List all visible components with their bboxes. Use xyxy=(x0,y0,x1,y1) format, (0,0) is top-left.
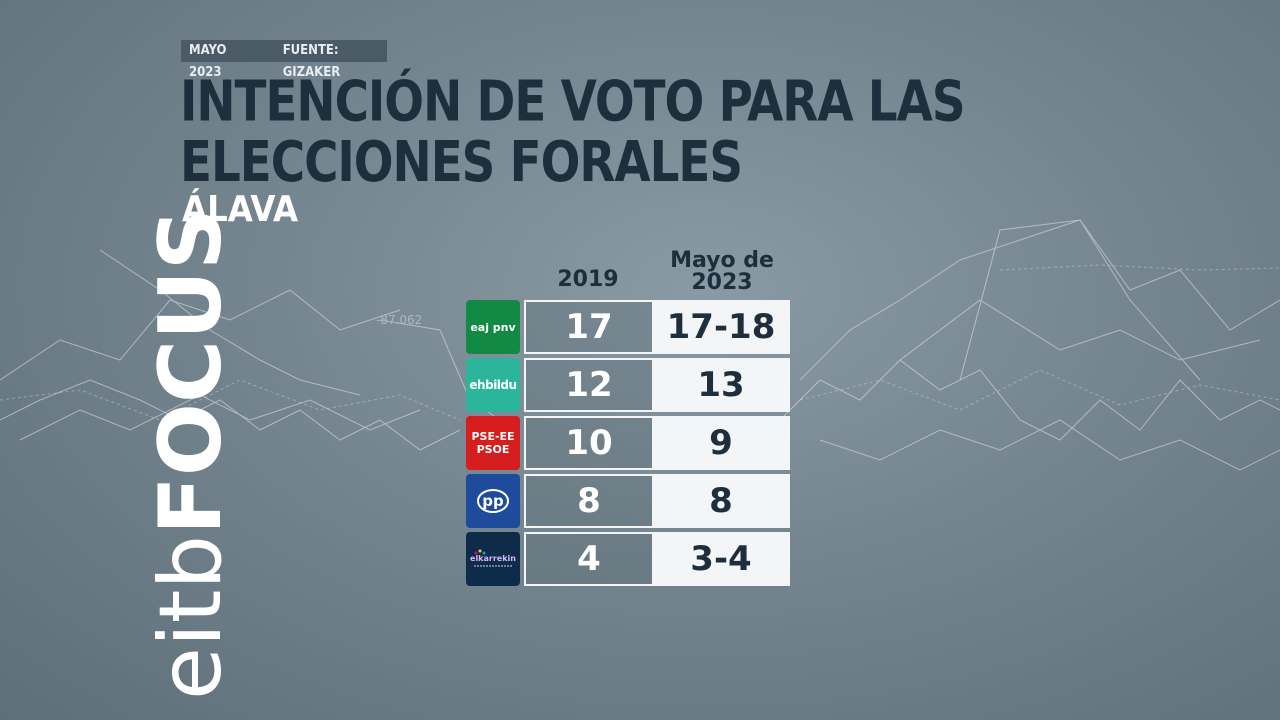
seats-2019-cell: 12 xyxy=(524,358,652,412)
table-row-elkarrekin: elkarrekin 4 3-4 xyxy=(466,532,790,586)
seats-2019-cell: 10 xyxy=(524,416,652,470)
region-subtitle: ÁLAVA xyxy=(182,189,299,230)
seats-2023-cell: 9 xyxy=(652,416,790,470)
pse-ee-psoe-logo-icon: PSE-EE PSOE xyxy=(466,416,520,470)
seats-2019-cell: 8 xyxy=(524,474,652,528)
party-logo-text: eaj pnv xyxy=(470,320,516,334)
seats-2023-cell: 17-18 xyxy=(652,300,790,354)
ehbildu-logo-icon: ehbildu xyxy=(466,358,520,412)
table-row-psoe: PSE-EE PSOE 10 9 xyxy=(466,416,790,470)
party-logo-text: ehbildu xyxy=(469,378,517,392)
svg-text:elkarrekin: elkarrekin xyxy=(470,554,516,563)
seats-2019-cell: 17 xyxy=(524,300,652,354)
seats-2023-cell: 3-4 xyxy=(652,532,790,586)
page-title: INTENCIÓN DE VOTO PARA LAS ELECCIONES FO… xyxy=(180,69,966,196)
seats-2023-cell: 8 xyxy=(652,474,790,528)
seats-2019-cell: 4 xyxy=(524,532,652,586)
logo-focus-text: FOCUS xyxy=(141,208,241,535)
seats-2023-cell: 13 xyxy=(652,358,790,412)
column-header-2023-line2: 2023 xyxy=(691,270,753,295)
svg-text:pp: pp xyxy=(482,492,504,510)
pp-logo-shape: pp xyxy=(477,489,509,513)
party-logo-text: PSE-EE PSOE xyxy=(471,430,515,456)
table-row-pnv: eaj pnv 17 17-18 xyxy=(466,300,790,354)
column-header-2019: 2019 xyxy=(557,267,619,292)
background-ticker-value: -87.062 xyxy=(376,313,423,327)
elkarrekin-logo-icon: elkarrekin xyxy=(466,532,520,586)
header-tag: MAYO 2023 FUENTE: GIZAKER xyxy=(181,40,387,80)
column-header-2023: Mayo de 2023 xyxy=(654,250,790,294)
column-header-2023-line1: Mayo de xyxy=(670,248,774,273)
table-row-ehbildu: ehbildu 12 13 xyxy=(466,358,790,412)
eaj-pnv-logo-icon: eaj pnv xyxy=(466,300,520,354)
date-label: MAYO 2023 xyxy=(189,43,227,80)
table-row-pp: pp 8 8 xyxy=(466,474,790,528)
pp-logo-icon: pp xyxy=(466,474,520,528)
elkarrekin-logo-shape: elkarrekin xyxy=(470,549,516,567)
eitb-focus-logo: eitbFOCUS xyxy=(141,208,241,700)
source-label: FUENTE: GIZAKER xyxy=(282,43,341,80)
logo-eitb-text: eitb xyxy=(141,534,241,700)
